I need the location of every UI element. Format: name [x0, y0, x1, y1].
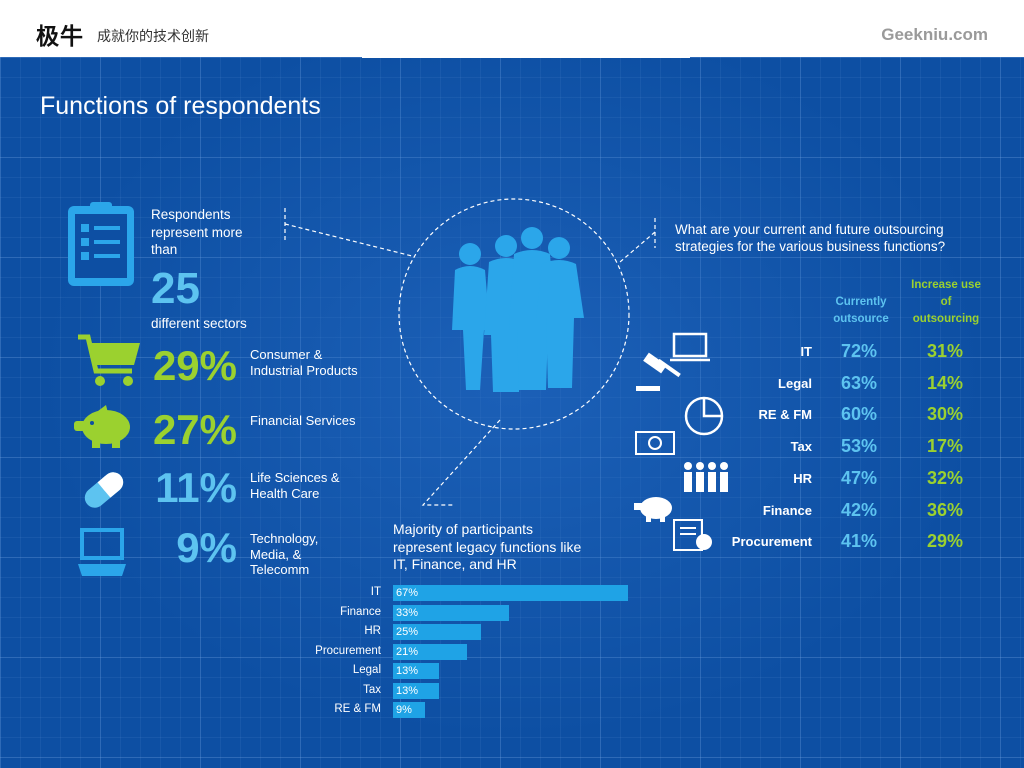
bar-2: 25%	[393, 624, 481, 640]
bar-4: 13%	[393, 663, 439, 679]
increase-value-5: 36%	[927, 499, 964, 520]
bar-0: 67%	[393, 585, 628, 601]
brand-slogan: 成就你的技术创新	[97, 28, 209, 44]
bar-label-5: Tax	[363, 683, 381, 696]
piggy-bank-icon	[74, 405, 130, 448]
bar-label-6: RE & FM	[334, 703, 381, 715]
bar-chart-caption: Majority of participants represent legac…	[393, 521, 582, 572]
laptop-icon	[78, 528, 126, 576]
header: 极牛 成就你的技术创新 Geekniu.com	[0, 0, 1024, 57]
bar-value-0: 67%	[396, 587, 419, 599]
intro-text: Respondents represent more than	[151, 207, 243, 257]
function-icons-cluster	[634, 332, 728, 551]
increase-value-4: 32%	[927, 467, 964, 488]
laptop-icon	[670, 332, 710, 362]
increase-value-1: 14%	[927, 372, 964, 393]
current-value-1: 63%	[841, 372, 878, 393]
sector-pct-consumer: 29%	[152, 342, 237, 389]
bar-6: 9%	[393, 702, 425, 718]
current-value-0: 72%	[841, 341, 878, 361]
gavel-icon	[636, 352, 681, 391]
bar-label-3: Procurement	[315, 644, 381, 657]
sector-pct-technology: 9%	[176, 524, 237, 571]
connector-right	[619, 218, 656, 263]
bar-value-1: 33%	[396, 606, 419, 619]
current-value-5: 42%	[841, 499, 878, 520]
sector-pct-financial: 27%	[152, 406, 237, 453]
sector-label-lifesciences: Life Sciences & Health Care	[250, 470, 340, 501]
current-value-3: 53%	[841, 436, 878, 457]
bar-value-6: 9%	[396, 704, 412, 716]
current-value-2: 60%	[841, 404, 878, 425]
increase-value-3: 17%	[927, 436, 964, 457]
function-label-0: IT	[800, 344, 812, 359]
bar-label-4: Legal	[352, 664, 381, 676]
connector-bottom	[421, 419, 501, 506]
shopping-cart-icon	[78, 334, 140, 386]
pill-icon	[84, 472, 124, 508]
bar-label-0: IT	[370, 586, 381, 598]
bar-label-1: Finance	[340, 605, 381, 618]
people-group-icon	[684, 462, 728, 492]
bar-label-2: HR	[364, 625, 381, 637]
outsourcing-question: What are your current and future outsour…	[675, 222, 946, 254]
checklist-icon	[673, 519, 712, 551]
pie-chart-icon	[684, 396, 724, 436]
function-label-3: Tax	[790, 439, 812, 455]
page-title: Functions of respondents	[40, 92, 321, 120]
bar-value-3: 21%	[396, 645, 419, 658]
blueprint-background	[0, 57, 1024, 768]
increase-value-2: 30%	[927, 404, 964, 425]
current-value-4: 47%	[841, 467, 878, 488]
increase-value-6: 29%	[927, 531, 964, 552]
function-label-5: Finance	[762, 502, 812, 518]
function-label-4: HR	[793, 470, 812, 486]
bar-value-4: 13%	[396, 665, 419, 677]
site-name[interactable]: Geekniu.com	[881, 25, 988, 44]
dashed-circle	[398, 198, 630, 430]
column-header-increase: Increase use of outsourcing	[911, 279, 981, 325]
sector-label-financial: Financial Services	[250, 413, 356, 428]
bar-1: 33%	[393, 604, 509, 621]
business-people-icon	[452, 227, 584, 392]
top-accent-bar	[362, 54, 690, 58]
intro-subtext: different sectors	[151, 316, 247, 331]
bar-value-5: 13%	[396, 684, 419, 697]
brand-logo[interactable]: 极牛	[36, 23, 84, 49]
column-header-current: Currently outsource	[833, 296, 889, 325]
increase-value-0: 31%	[927, 341, 964, 361]
function-label-1: Legal	[778, 375, 812, 391]
function-label-6: Procurement	[731, 534, 812, 550]
bar-value-2: 25%	[396, 626, 419, 638]
bar-5: 13%	[393, 682, 439, 699]
piggy-bank-icon	[634, 497, 672, 522]
clipboard-checklist-icon	[68, 202, 134, 286]
current-value-6: 41%	[841, 531, 878, 552]
sector-label-technology: Technology, Media, & Telecomm	[250, 531, 319, 577]
connector-left	[284, 208, 413, 257]
sector-pct-lifesciences: 11%	[155, 464, 237, 511]
intro-number: 25	[151, 264, 200, 313]
bar-3: 21%	[393, 643, 467, 660]
money-icon	[635, 431, 675, 455]
sector-label-consumer: Consumer & Industrial Products	[250, 347, 358, 378]
function-label-2: RE & FM	[758, 407, 812, 423]
